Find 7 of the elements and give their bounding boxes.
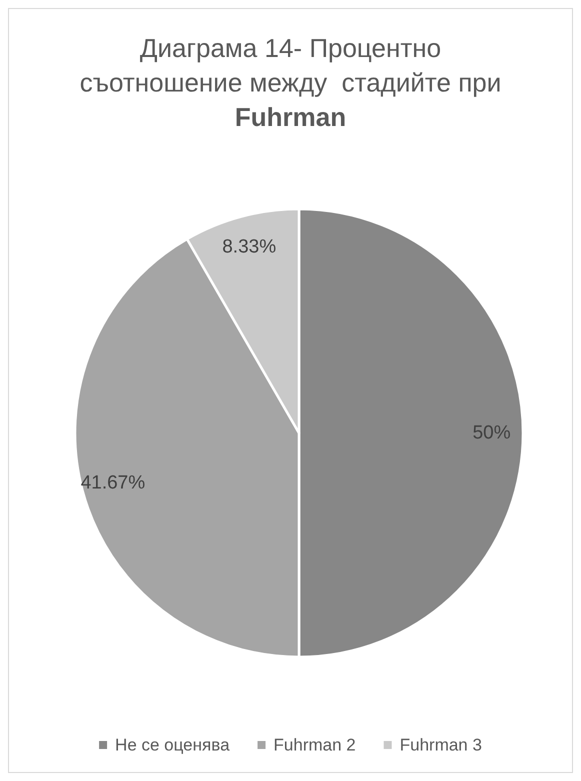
data-label: 41.67% — [80, 472, 146, 494]
data-label: 8.33% — [222, 236, 276, 258]
data-label: 50% — [472, 422, 511, 444]
legend-label: Не се оценява — [115, 736, 230, 754]
chart-title: Диаграма 14- Процентно съотношение между стадийте при Fuhrman — [80, 33, 502, 132]
legend-label: Fuhrman 3 — [400, 736, 482, 754]
legend-label: Fuhrman 2 — [274, 736, 356, 754]
